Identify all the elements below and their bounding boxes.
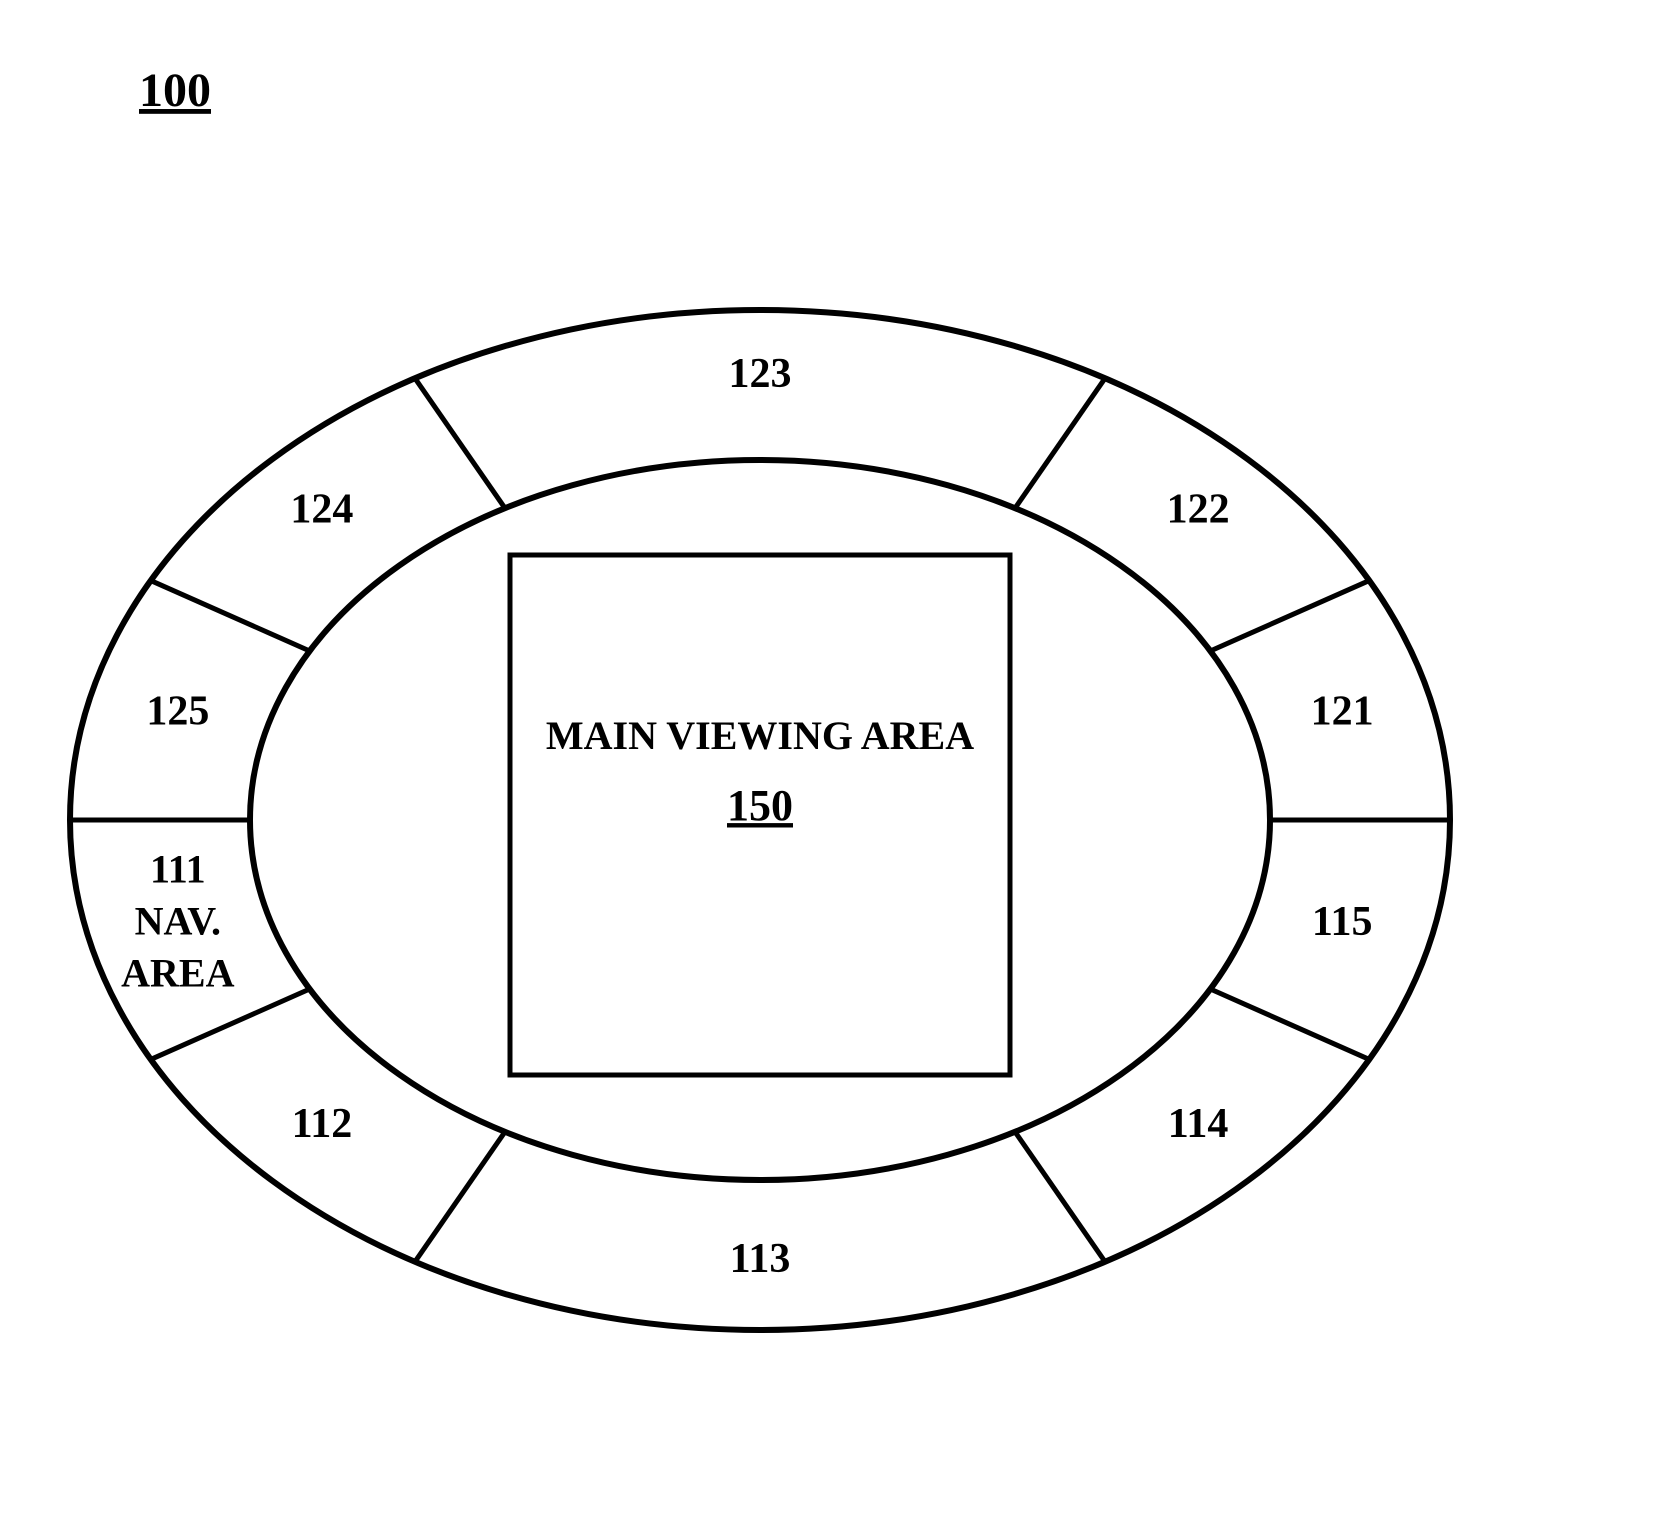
segment-112-line-0: 112 <box>292 1101 353 1147</box>
segment-122: 122 <box>1167 486 1230 532</box>
segment-111-line-1: NAV. <box>135 898 221 943</box>
segment-112: 112 <box>292 1101 353 1147</box>
segment-125-line-0: 125 <box>146 688 209 734</box>
segment-114: 114 <box>1168 1101 1229 1147</box>
segment-123: 123 <box>729 351 792 397</box>
segment-124-line-0: 124 <box>290 486 353 532</box>
segment-115-line-0: 115 <box>1312 899 1373 945</box>
segment-113-line-0: 113 <box>730 1236 791 1282</box>
segment-111-line-2: AREA <box>121 950 234 995</box>
segment-124: 124 <box>290 486 353 532</box>
segment-125: 125 <box>146 688 209 734</box>
segment-115: 115 <box>1312 899 1373 945</box>
segment-111-line-0: 111 <box>150 846 206 891</box>
main-viewing-area-ref: 150 <box>727 781 793 830</box>
segment-113: 113 <box>730 1236 791 1282</box>
segment-121: 121 <box>1311 688 1374 734</box>
figure-number: 100 <box>139 64 211 117</box>
segment-114-line-0: 114 <box>1168 1101 1229 1147</box>
segment-123-line-0: 123 <box>729 351 792 397</box>
main-viewing-area-title: MAIN VIEWING AREA <box>546 713 974 758</box>
segment-122-line-0: 122 <box>1167 486 1230 532</box>
segment-121-line-0: 121 <box>1311 688 1374 734</box>
